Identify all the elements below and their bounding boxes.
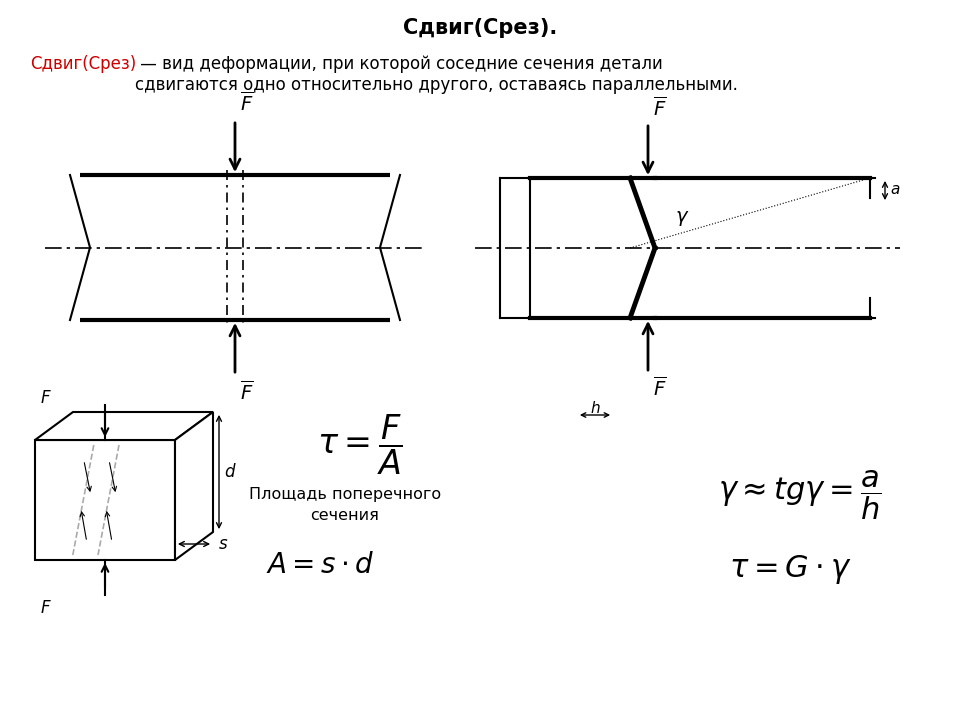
Text: $A =s \cdot d$: $A =s \cdot d$ [266,551,374,579]
Text: $\overline{F}$: $\overline{F}$ [240,91,253,115]
Text: $\tau =\dfrac{F}{A}$: $\tau =\dfrac{F}{A}$ [317,413,403,477]
Text: — вид деформации, при которой соседние сечения детали
сдвигаются одно относитель: — вид деформации, при которой соседние с… [135,55,738,94]
Text: Площадь поперечного
сечения: Площадь поперечного сечения [249,487,441,523]
Polygon shape [35,440,175,560]
Polygon shape [175,412,213,560]
Text: $\gamma \approx tg\gamma =\dfrac{a}{h}$: $\gamma \approx tg\gamma =\dfrac{a}{h}$ [718,468,882,522]
Text: $\gamma$: $\gamma$ [675,209,689,228]
Text: $F$: $F$ [40,389,52,407]
Text: Сдвиг(Срез): Сдвиг(Срез) [30,55,136,73]
Text: $a$: $a$ [890,182,900,197]
Text: Сдвиг(Срез).: Сдвиг(Срез). [403,18,557,38]
Text: $\overline{F}$: $\overline{F}$ [240,380,253,404]
Text: $s$: $s$ [218,535,228,553]
Text: $\overline{F}$: $\overline{F}$ [653,96,666,120]
Text: $\tau =G \cdot \gamma$: $\tau =G \cdot \gamma$ [729,554,852,587]
Polygon shape [35,412,213,440]
Text: $h$: $h$ [589,400,600,416]
Text: $F$: $F$ [40,599,52,617]
Text: $\overline{F}$: $\overline{F}$ [653,376,666,400]
Text: $d$: $d$ [224,463,236,481]
